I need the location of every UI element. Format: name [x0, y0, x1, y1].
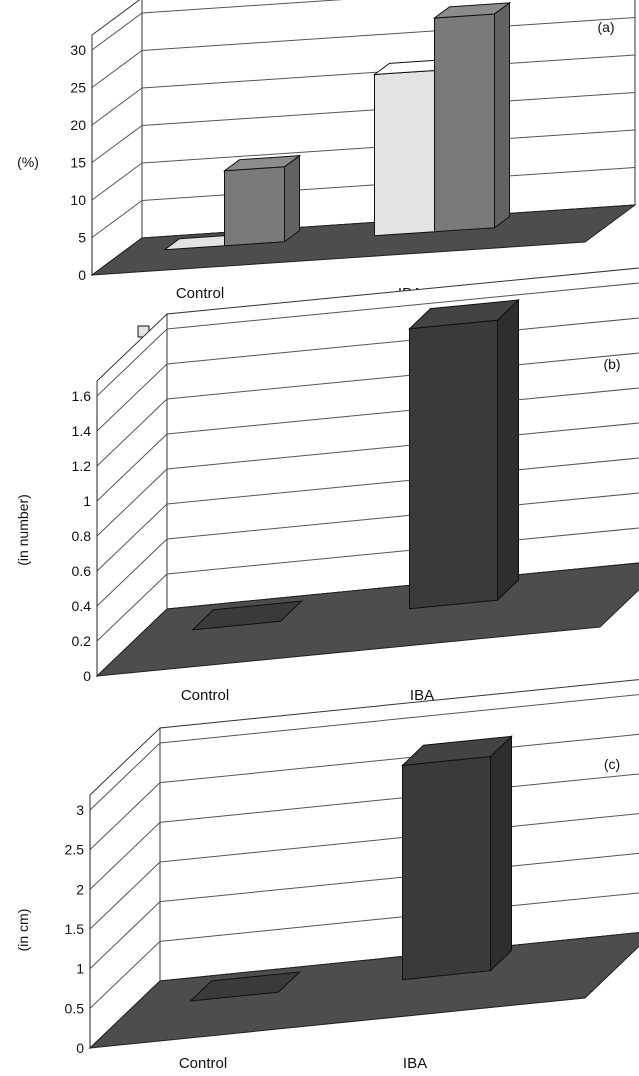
- y-axis-label: (%): [17, 154, 39, 170]
- y-tick-label: 0.5: [65, 1000, 85, 1016]
- bar-front: [434, 13, 495, 233]
- y-tick-label: 30: [70, 42, 86, 58]
- y-tick-label: 1: [76, 961, 84, 977]
- bar-side: [284, 154, 300, 243]
- floor: [88, 932, 639, 1049]
- gridline-side: [96, 573, 168, 642]
- y-tick-label: 2: [76, 881, 84, 897]
- bar-iba-percent-sprouting: [432, 1, 512, 233]
- y-axis-label: (in number): [15, 494, 31, 566]
- bar-front: [402, 755, 491, 981]
- gridline-side: [89, 940, 161, 1009]
- gridline-side: [96, 503, 168, 572]
- y-axis-label: (in cm): [15, 909, 31, 952]
- gridline-side: [96, 538, 168, 607]
- y-tick-label: 1.6: [72, 388, 92, 404]
- bar-top: [222, 155, 302, 172]
- bar-top: [408, 299, 520, 330]
- x-tick-label: Control: [181, 687, 229, 704]
- gridline-side: [89, 901, 161, 970]
- chart-panel-c: 0 0.5 1 1.5 2 2.5 3 (in cm) (c) Control IBA: [15, 679, 639, 1072]
- gridline-side: [91, 12, 143, 51]
- gridline-side: [96, 363, 168, 432]
- gridline-side: [91, 200, 143, 238]
- gridline-side: [96, 328, 168, 397]
- bar-front: [374, 69, 435, 237]
- y-tick-label: 2.5: [65, 842, 85, 858]
- back-wall: [166, 267, 639, 610]
- panel-label: (a): [597, 19, 614, 35]
- y-tick-label: 1.4: [72, 423, 92, 439]
- bar-control: [189, 971, 301, 1002]
- y-tick-label: 1.5: [65, 921, 85, 937]
- y-tick-label: 0.4: [72, 598, 92, 614]
- bar-side: [490, 735, 512, 972]
- y-tick-label: 0.8: [72, 528, 92, 544]
- y-tick-label: 0.6: [72, 563, 92, 579]
- y-tick-label: 0: [78, 267, 86, 283]
- side-wall: [91, 0, 143, 276]
- gridline-back: [141, 0, 344, 14]
- panel-label: (b): [603, 356, 620, 372]
- x-tick-label: IBA: [410, 687, 434, 704]
- gridline-side: [91, 87, 143, 126]
- bar-control: [191, 600, 303, 631]
- y-tick-label: 3: [76, 802, 84, 818]
- gridline-side: [89, 861, 161, 930]
- bar-top: [432, 2, 512, 19]
- x-tick-label: Control: [176, 285, 224, 302]
- bar-top: [401, 735, 513, 767]
- gridline-back: [159, 733, 639, 784]
- gridline-side: [91, 125, 143, 163]
- gridline-side: [89, 821, 161, 890]
- y-tick-label: 0: [83, 668, 91, 684]
- y-tick-label: 15: [70, 155, 86, 171]
- y-tick-label: 1.2: [72, 458, 92, 474]
- bar-top: [191, 600, 303, 631]
- gridline-side: [91, 50, 143, 88]
- gridline-side: [91, 162, 143, 201]
- gridline-side: [89, 742, 161, 811]
- gridline-side: [96, 398, 168, 467]
- gridline-side: [96, 433, 168, 502]
- y-tick-label: 0.2: [72, 633, 92, 649]
- y-tick-label: 1: [83, 493, 91, 509]
- bar-front: [224, 166, 285, 247]
- y-tick-label: 25: [70, 80, 86, 96]
- bar-side: [494, 1, 510, 229]
- back-wall: [159, 679, 639, 982]
- gridline-side: [89, 782, 161, 851]
- y-tick-label: 20: [70, 117, 86, 133]
- gridline-side: [96, 468, 168, 537]
- chart-panel-b: 0 0.2 0.4 0.6 0.8 1 1.2 1.4 1.6 (in number) (b) Con…: [15, 267, 639, 704]
- x-tick-label: Control: [179, 1055, 227, 1072]
- gridline-back: [159, 694, 639, 744]
- bar-iba: [401, 735, 513, 981]
- bar-top: [189, 971, 301, 1002]
- bar-side: [497, 298, 519, 602]
- bar-front: [409, 319, 498, 610]
- y-tick-label: 5: [78, 230, 86, 246]
- bar-iba: [408, 298, 520, 610]
- x-tick-label: IBA: [403, 1055, 427, 1072]
- bar-control-percent-sprouting: [222, 154, 302, 247]
- panel-label: (c): [604, 756, 620, 772]
- y-tick-label: 10: [70, 192, 86, 208]
- gridline-back: [166, 282, 639, 330]
- y-tick-label: 0: [76, 1040, 84, 1056]
- gridline-back: [141, 17, 636, 51]
